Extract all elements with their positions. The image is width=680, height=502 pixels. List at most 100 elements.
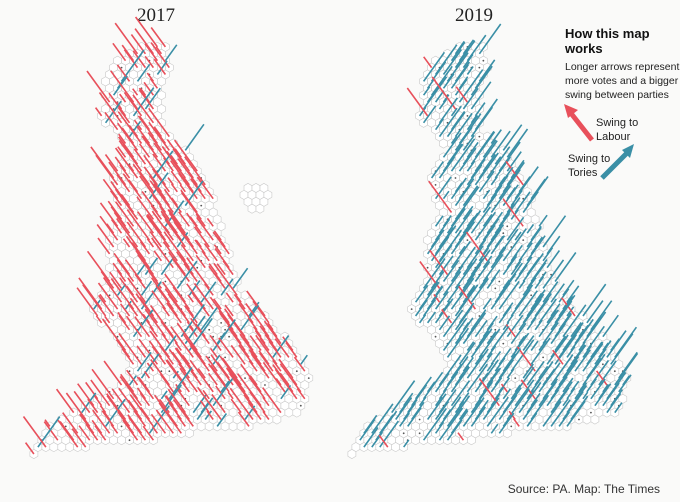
labour-swing-arrow: [150, 413, 167, 434]
tory-swing-arrow: [442, 371, 459, 393]
tory-swing-arrow: [462, 39, 475, 55]
constituency-hex: [391, 442, 400, 453]
tory-swing-arrow: [506, 368, 515, 379]
labour-swing-arrow: [262, 410, 270, 420]
tory-swing-arrow: [506, 128, 529, 158]
labour-swing-arrow: [187, 170, 194, 179]
labour-swing-arrow: [153, 250, 163, 262]
labour-swing-arrow: [96, 224, 115, 248]
tory-swing-arrow: [140, 353, 160, 379]
no-swing-dot: [64, 425, 67, 428]
tory-swing-arrow: [594, 348, 607, 365]
labour-swing-arrow: [206, 410, 214, 420]
labour-swing-arrow: [138, 170, 151, 186]
tory-swing-arrow: [582, 343, 604, 372]
tory-swing-arrow: [570, 322, 582, 338]
tory-swing-arrow: [442, 190, 450, 200]
labour-swing-arrow: [168, 209, 182, 227]
labour-swing-arrow: [207, 372, 218, 386]
labour-swing-arrow: [209, 334, 222, 351]
tory-swing-arrow: [462, 87, 479, 110]
tory-swing-arrow: [562, 377, 574, 393]
labour-swing-arrow: [151, 290, 167, 310]
tory-swing-arrow: [212, 354, 221, 365]
labour-swing-arrow: [119, 277, 139, 303]
tory-swing-arrow: [136, 263, 146, 276]
labour-swing-arrow: [77, 383, 95, 407]
labour-swing-arrow: [138, 87, 151, 103]
no-swing-dot: [542, 356, 545, 359]
labour-swing-arrow: [122, 173, 143, 200]
labour-swing-arrow: [170, 216, 194, 248]
tory-swing-arrow: [526, 389, 535, 400]
labour-swing-arrow: [184, 305, 198, 324]
tory-swing-arrow: [363, 427, 379, 448]
labour-swing-arrow: [187, 294, 194, 303]
labour-swing-arrow: [155, 285, 174, 310]
tory-swing-arrow: [216, 413, 228, 427]
labour-swing-arrow: [253, 326, 262, 338]
labour-swing-arrow: [104, 154, 119, 172]
tory-swing-arrow: [144, 257, 159, 276]
tory-swing-arrow: [486, 345, 497, 358]
tory-swing-arrow: [482, 189, 491, 200]
labour-swing-arrow: [193, 226, 210, 248]
tory-swing-arrow: [450, 380, 471, 407]
tory-swing-arrow: [490, 130, 511, 158]
labour-swing-arrow: [182, 176, 190, 186]
tory-swing-arrow: [466, 363, 488, 393]
labour-swing-arrow: [148, 107, 170, 138]
labour-swing-arrow: [290, 377, 298, 386]
labour-swing-arrow: [161, 213, 182, 241]
tory-swing-arrow: [582, 283, 607, 317]
tory-swing-arrow: [494, 357, 506, 372]
tory-swing-arrow: [454, 306, 473, 331]
tory-swing-arrow: [128, 120, 142, 138]
labour-swing-arrow: [127, 399, 139, 414]
no-swing-dot: [478, 66, 481, 69]
labour-swing-arrow: [138, 143, 151, 158]
labour-swing-arrow: [100, 270, 115, 289]
tory-swing-arrow: [434, 372, 450, 393]
no-swing-dot: [108, 294, 111, 297]
tory-swing-arrow: [470, 81, 492, 110]
no-swing-dot: [478, 135, 481, 138]
labour-swing-arrow: [258, 350, 270, 365]
labour-swing-arrow: [144, 55, 155, 69]
labour-swing-arrow: [217, 237, 226, 248]
constituency-hex: [451, 435, 460, 446]
labour-swing-arrow: [115, 339, 131, 358]
constituency-hex: [439, 138, 448, 149]
labour-swing-arrow: [164, 218, 186, 248]
tory-swing-arrow: [168, 367, 193, 400]
tory-swing-arrow: [514, 264, 528, 282]
tory-swing-arrow: [490, 185, 512, 213]
labour-swing-arrow: [133, 410, 147, 427]
labour-swing-arrow: [108, 161, 127, 186]
tory-swing-arrow: [136, 351, 152, 372]
no-swing-dot: [168, 370, 171, 373]
labour-swing-arrow: [158, 402, 182, 434]
constituency-hex: [236, 421, 246, 432]
labour-swing-arrow: [457, 432, 465, 441]
labour-swing-arrow: [164, 273, 186, 303]
tory-swing-arrow: [490, 351, 502, 365]
no-swing-dot: [224, 356, 227, 359]
tory-swing-arrow: [582, 311, 607, 345]
tory-swing-arrow: [522, 253, 544, 282]
labour-swing-arrow: [139, 241, 151, 255]
labour-swing-arrow: [201, 250, 210, 262]
tory-swing-arrow: [156, 60, 168, 75]
tory-swing-arrow: [430, 161, 444, 179]
labour-swing-arrow: [112, 42, 127, 62]
labour-swing-arrow: [95, 154, 119, 186]
no-swing-dot: [502, 232, 505, 235]
no-swing-dot: [264, 384, 266, 386]
labour-swing-arrow: [174, 341, 182, 351]
labour-swing-arrow: [191, 292, 210, 317]
constituency-hex: [220, 421, 230, 432]
labour-swing-arrow: [116, 269, 127, 282]
tory-swing-arrow: [454, 400, 465, 414]
map-2019: [239, 23, 639, 459]
